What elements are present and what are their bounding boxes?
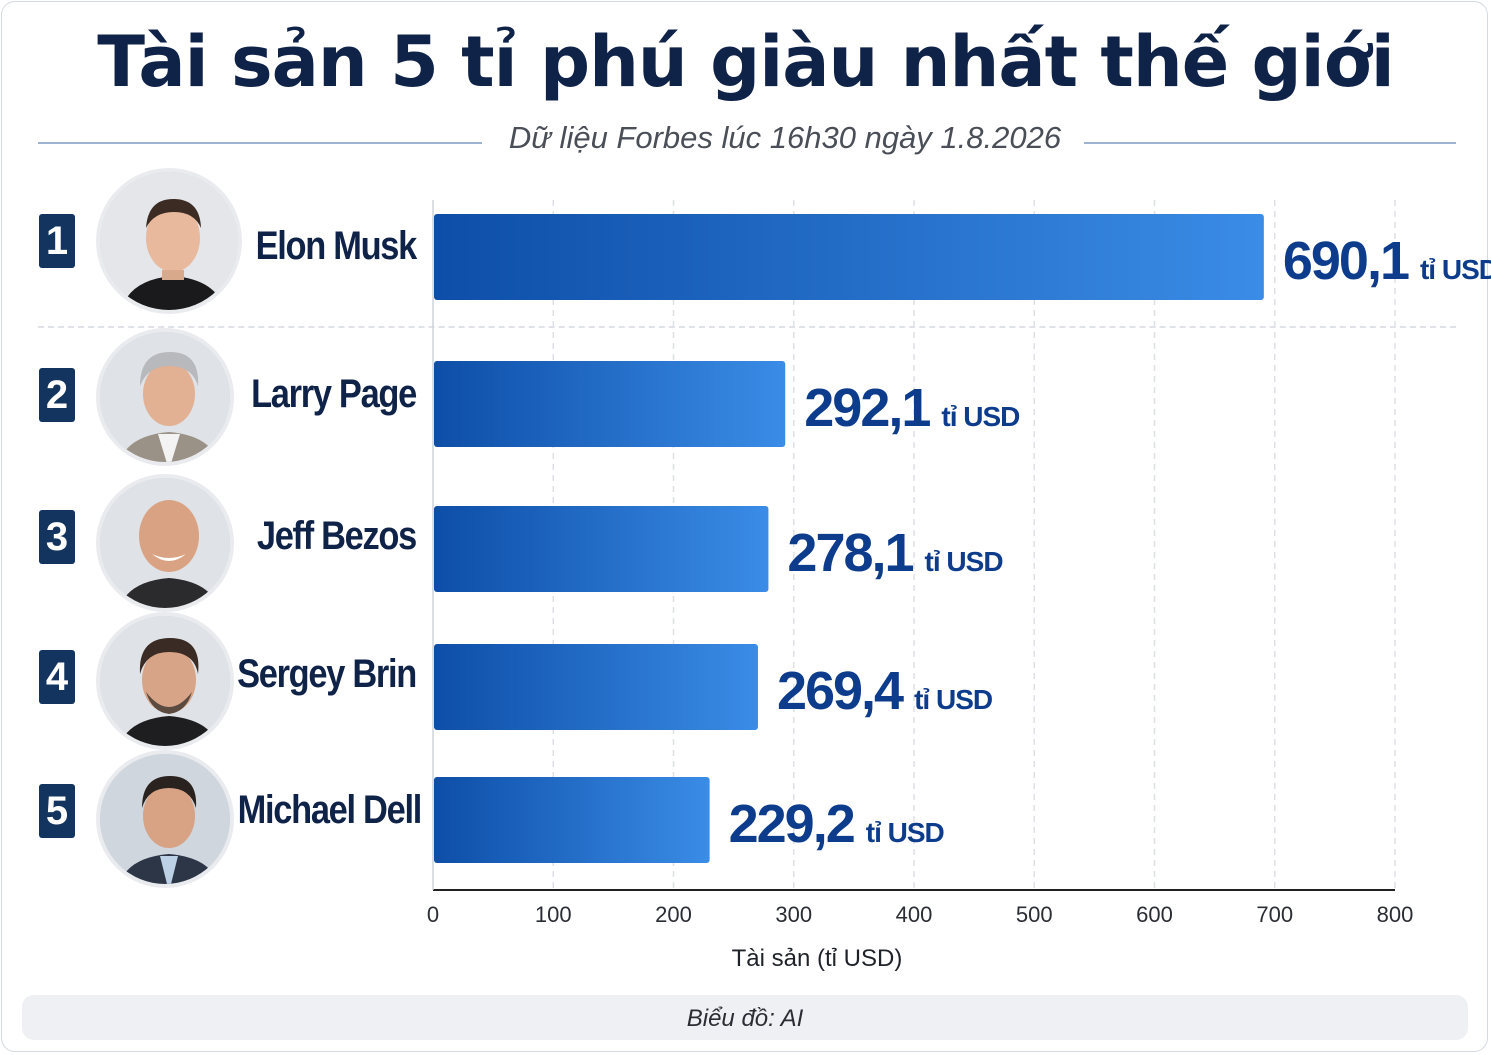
chart-subtitle: Dữ liệu Forbes lúc 16h30 ngày 1.8.2026 [508,120,1062,155]
chart-title: Tài sản 5 tỉ phú giàu nhất thế giới [97,21,1395,103]
x-axis-label: Tài sản (tỉ USD) [732,945,903,972]
value-number: 292,1 [804,378,930,438]
name-label: Elon Musk [255,224,418,268]
value-label: 292,1 tỉ USD [804,378,1020,438]
chart-credit: Biểu đồ: AI [22,995,1468,1040]
bar [434,214,1264,300]
value-labels: 690,1 tỉ USD 292,1 tỉ USD 278,1 tỉ USD 269,4 tỉ… [729,231,1491,854]
rank-badge-3: 3 [39,510,75,564]
value-unit: tỉ USD [1420,254,1491,285]
x-tick-label: 400 [896,902,933,927]
value-number: 269,4 [777,661,904,721]
value-number: 229,2 [729,794,854,854]
value-unit: tỉ USD [914,684,993,715]
avatar-michael-dell [96,750,234,888]
name-label: Sergey Brin [237,652,417,696]
bar [434,644,758,730]
x-tick-label: 300 [775,902,812,927]
avatar-jeff-bezos [96,474,234,612]
row-separator [38,326,1456,328]
name-label: Jeff Bezos [256,514,417,558]
bar [434,361,786,447]
value-label: 229,2 tỉ USD [729,794,945,854]
subtitle-bar: Dữ liệu Forbes lúc 16h30 ngày 1.8.2026 [38,118,1456,164]
x-tick-label: 600 [1136,902,1173,927]
x-tick-label: 100 [535,902,572,927]
x-tick-label: 700 [1256,902,1293,927]
bar [434,777,710,863]
bars [434,214,1264,863]
rank-badge-1: 1 [39,214,75,268]
subtitle-rule-left [38,142,482,144]
value-label: 269,4 tỉ USD [777,661,993,721]
x-tick-label: 200 [655,902,692,927]
x-tick-label: 0 [427,902,439,927]
avatar-elon-musk [96,168,242,314]
rank-badge-2: 2 [39,368,75,422]
x-tick-labels: 0 100 200 300 400 500 600 700 800 [427,902,1413,927]
x-tick-label: 500 [1016,902,1053,927]
avatar-larry-page [96,328,234,466]
value-unit: tỉ USD [925,546,1004,577]
bar-chart: 690,1 tỉ USD 292,1 tỉ USD 278,1 tỉ USD 269,4 tỉ… [427,200,1491,972]
name-label: Michael Dell [237,788,423,832]
value-label: 278,1 tỉ USD [787,523,1003,583]
name-label: Larry Page [251,372,417,416]
value-number: 690,1 [1283,231,1409,291]
rank-badge-5: 5 [39,784,75,838]
value-label: 690,1 tỉ USD [1283,231,1491,291]
bar [434,506,769,592]
avatar-sergey-brin [96,612,234,750]
x-tick-label: 800 [1377,902,1414,927]
subtitle-rule-right [1084,142,1456,144]
value-unit: tỉ USD [941,401,1020,432]
value-number: 278,1 [787,523,913,583]
rank-badge-4: 4 [39,650,75,704]
value-unit: tỉ USD [866,817,945,848]
